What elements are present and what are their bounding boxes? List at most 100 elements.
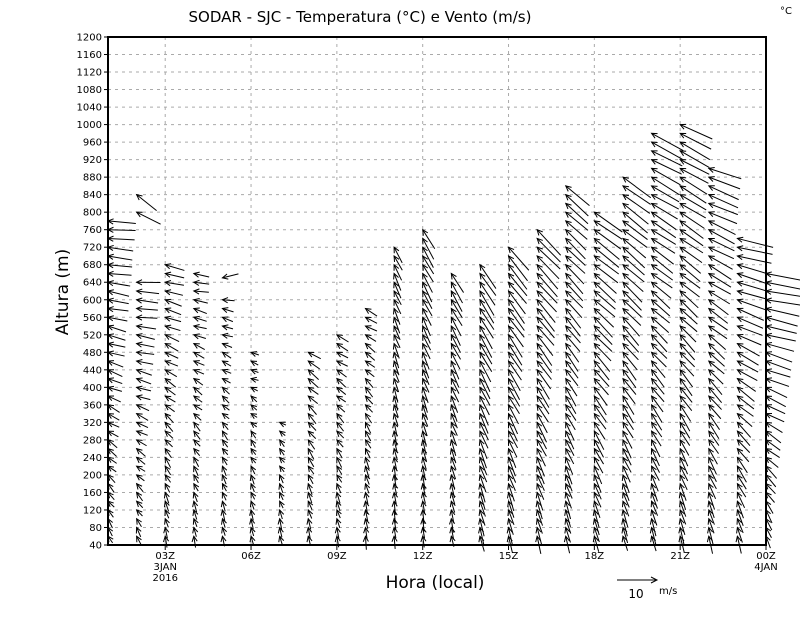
wind-vector-shaft	[622, 501, 630, 517]
wind-vector	[708, 447, 718, 465]
wind-vector-head	[507, 360, 514, 368]
wind-vector-shaft	[765, 272, 800, 281]
wind-vector	[736, 447, 750, 463]
wind-vector-shaft	[393, 343, 400, 359]
wind-vector-head	[736, 473, 743, 481]
wind-vector-head	[679, 456, 686, 464]
wind-vector-head	[220, 535, 227, 543]
wind-vector-head	[593, 500, 599, 508]
wind-vector	[707, 526, 714, 545]
wind-vector-head	[364, 351, 372, 359]
wind-vector-head	[650, 185, 658, 192]
wind-vector-shaft	[593, 387, 608, 406]
wind-vector-shaft	[422, 343, 431, 360]
wind-vector	[135, 491, 144, 502]
wind-vector	[621, 473, 630, 494]
wind-vector-shaft	[365, 308, 378, 317]
wind-vector	[764, 271, 800, 281]
wind-vector-head	[192, 500, 199, 508]
wind-vector	[192, 386, 203, 396]
wind-vector-head	[335, 334, 343, 341]
wind-vector-head	[135, 211, 143, 218]
wind-vector-shaft	[136, 404, 150, 412]
wind-vector-shaft	[422, 448, 427, 462]
wind-vector	[250, 438, 257, 448]
wind-vector	[422, 289, 433, 309]
wind-vector-head	[363, 491, 370, 499]
wind-vector	[479, 395, 490, 416]
wind-vector-head	[736, 491, 743, 499]
wind-vector	[536, 438, 547, 457]
wind-vector-head	[707, 229, 715, 235]
wind-vector	[593, 342, 612, 362]
wind-vector-shaft	[508, 509, 515, 526]
wind-vector-shaft	[679, 334, 696, 353]
wind-vector	[336, 421, 344, 432]
wind-vector-head	[164, 421, 171, 429]
wind-vector	[392, 307, 401, 325]
wind-vector	[565, 395, 577, 415]
wind-vector	[307, 430, 317, 439]
wind-vector-head	[679, 141, 687, 148]
wind-vector-head	[650, 307, 658, 315]
wind-vector-head	[622, 377, 629, 385]
wind-vector-head	[422, 307, 428, 315]
wind-vector-head	[135, 359, 143, 366]
wind-vector-shaft	[536, 316, 555, 339]
wind-vector-shaft	[164, 501, 170, 512]
wind-vector-shaft	[536, 518, 543, 534]
wind-vector-shaft	[593, 351, 611, 372]
wind-vector	[392, 377, 400, 393]
wind-vector-shaft	[479, 325, 493, 350]
wind-vector-shaft	[164, 448, 172, 459]
wind-vector	[364, 334, 377, 342]
wind-vector	[593, 447, 604, 465]
wind-vector	[764, 368, 791, 378]
wind-vector	[536, 430, 547, 450]
wind-vector-shaft	[565, 352, 579, 372]
wind-vector-shaft	[336, 360, 348, 367]
wind-vector	[593, 255, 620, 275]
wind-vector	[565, 447, 575, 465]
wind-vector-shaft	[536, 527, 542, 545]
wind-vector	[193, 465, 199, 477]
wind-vector	[135, 349, 155, 356]
wind-vector-head	[422, 228, 429, 236]
wind-vector-head	[536, 456, 542, 464]
wind-vector-head	[679, 176, 687, 183]
wind-vector-shaft	[765, 395, 786, 408]
wind-vector-head	[536, 447, 543, 455]
wind-vector	[335, 386, 347, 395]
wind-vector-shaft	[765, 500, 774, 514]
wind-vector-head	[391, 517, 398, 525]
wind-vector-shaft	[336, 448, 343, 459]
wind-vector	[164, 430, 174, 439]
wind-vector-shaft	[622, 290, 642, 311]
wind-vector	[192, 297, 208, 304]
wind-vector-shaft	[107, 386, 123, 392]
wind-vector	[622, 412, 634, 431]
wind-vector-head	[249, 508, 256, 516]
wind-vector	[450, 324, 461, 346]
wind-vector-head	[221, 351, 229, 358]
wind-vector-shaft	[422, 422, 428, 437]
wind-vector-shaft	[165, 308, 182, 316]
wind-vector-head	[622, 246, 629, 253]
wind-vector-shaft	[193, 343, 205, 351]
wind-vector-shaft	[250, 404, 258, 411]
wind-vector	[650, 229, 677, 245]
wind-vector	[420, 430, 427, 447]
wind-vector	[564, 333, 581, 352]
wind-vector-shaft	[450, 474, 456, 490]
wind-vector-shaft	[365, 448, 371, 459]
wind-vector-shaft	[365, 439, 372, 449]
wind-vector	[135, 447, 146, 457]
wind-vector-shaft	[164, 334, 180, 343]
wind-vector-shaft	[193, 404, 203, 411]
wind-vector-shaft	[536, 325, 555, 346]
wind-vector	[135, 465, 146, 472]
y-tick-label: 320	[83, 418, 102, 429]
wind-vector-head	[221, 332, 229, 339]
wind-vector-head	[422, 298, 428, 306]
wind-vector	[679, 377, 693, 397]
